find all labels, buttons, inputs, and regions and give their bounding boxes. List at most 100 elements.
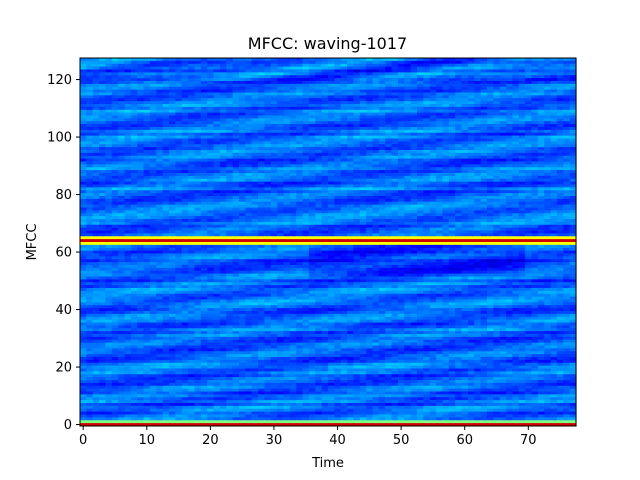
- heatmap-cell: [563, 83, 571, 88]
- heatmap-cell: [194, 181, 202, 185]
- heatmap-cell: [302, 178, 310, 183]
- heatmap-cell: [493, 201, 501, 206]
- heatmap-cell: [328, 158, 335, 162]
- heatmap-cell: [436, 204, 444, 208]
- heatmap-cell: [207, 81, 215, 85]
- heatmap-cell: [315, 78, 323, 82]
- heatmap-cell: [385, 161, 393, 165]
- heatmap-cell: [359, 224, 367, 229]
- heatmap-cell: [391, 213, 399, 217]
- heatmap-cell: [92, 178, 100, 183]
- heatmap-cell: [200, 104, 208, 108]
- heatmap-cell: [200, 201, 208, 206]
- heatmap-cell: [340, 196, 348, 200]
- heatmap-cell: [347, 98, 355, 102]
- heatmap-cell: [480, 221, 488, 226]
- heatmap-cell: [569, 124, 577, 128]
- heatmap-cell: [378, 167, 386, 171]
- heatmap-cell: [99, 193, 107, 197]
- heatmap-cell: [130, 60, 138, 65]
- heatmap-cell: [569, 181, 577, 185]
- heatmap-cell: [493, 124, 501, 128]
- heatmap-cell: [245, 213, 253, 217]
- heatmap-cell: [404, 124, 412, 128]
- heatmap-cell: [188, 150, 196, 154]
- heatmap-cell: [188, 167, 196, 171]
- heatmap-cell: [219, 78, 227, 82]
- heatmap-cell: [372, 118, 380, 122]
- heatmap-cell: [181, 92, 189, 96]
- heatmap-cell: [550, 181, 558, 185]
- heatmap-cell: [550, 170, 558, 174]
- heatmap-cell: [302, 173, 310, 177]
- heatmap-cell: [391, 58, 399, 62]
- heatmap-cell: [270, 127, 278, 131]
- heatmap-cell: [124, 127, 132, 131]
- heatmap-cell: [226, 221, 234, 226]
- heatmap-cell: [321, 227, 329, 231]
- heatmap-cell: [238, 58, 246, 62]
- heatmap-cell: [232, 210, 240, 214]
- heatmap-cell: [80, 216, 87, 220]
- heatmap-cell: [162, 175, 170, 180]
- heatmap-cell: [429, 236, 437, 240]
- heatmap-cell: [550, 81, 558, 85]
- heatmap-cell: [270, 196, 278, 200]
- heatmap-cell: [99, 144, 107, 148]
- heatmap-cell: [512, 109, 520, 114]
- heatmap-cell: [397, 83, 405, 88]
- heatmap-cell: [238, 201, 246, 206]
- heatmap-cell: [372, 198, 380, 203]
- heatmap-cell: [347, 112, 355, 116]
- heatmap-cell: [270, 204, 278, 208]
- heatmap-cell: [359, 204, 367, 208]
- heatmap-cell: [569, 112, 577, 116]
- heatmap-cell: [156, 207, 164, 211]
- heatmap-cell: [296, 155, 304, 160]
- heatmap-cell: [213, 101, 221, 105]
- heatmap-cell: [544, 187, 552, 191]
- heatmap-cell: [308, 138, 316, 142]
- heatmap-cell: [188, 95, 196, 99]
- heatmap-cell: [194, 178, 202, 183]
- heatmap-cell: [118, 196, 126, 200]
- heatmap-cell: [283, 127, 291, 131]
- heatmap-cell: [270, 129, 278, 134]
- heatmap-cell: [372, 132, 380, 137]
- heatmap-cell: [436, 181, 444, 185]
- heatmap-cell: [404, 210, 412, 214]
- heatmap-cell: [372, 129, 380, 134]
- heatmap-cell: [544, 112, 552, 116]
- heatmap-cell: [442, 109, 450, 114]
- heatmap-cell: [340, 112, 348, 116]
- heatmap-cell: [512, 129, 520, 134]
- heatmap-cell: [486, 118, 494, 122]
- heatmap-cell: [506, 95, 514, 99]
- heatmap-cell: [258, 184, 266, 188]
- heatmap-cell: [207, 63, 215, 68]
- heatmap-cell: [531, 216, 539, 220]
- heatmap-cell: [315, 106, 323, 111]
- heatmap-cell: [385, 135, 393, 139]
- heatmap-cell: [372, 161, 380, 165]
- heatmap-cell: [385, 164, 393, 168]
- heatmap-cell: [169, 78, 176, 82]
- heatmap-cell: [99, 219, 107, 223]
- heatmap-cell: [366, 112, 374, 116]
- heatmap-cell: [258, 239, 266, 243]
- heatmap-cell: [162, 236, 170, 240]
- heatmap-cell: [258, 66, 266, 70]
- heatmap-cell: [302, 141, 310, 145]
- heatmap-cell: [289, 63, 297, 68]
- heatmap-cell: [404, 138, 412, 142]
- heatmap-cell: [328, 101, 335, 105]
- heatmap-cell: [194, 89, 202, 93]
- heatmap-cell: [467, 112, 475, 116]
- heatmap-cell: [277, 106, 285, 111]
- heatmap-cell: [556, 158, 564, 162]
- heatmap-cell: [188, 161, 196, 165]
- heatmap-cell: [118, 178, 126, 183]
- heatmap-cell: [340, 75, 348, 79]
- heatmap-cell: [537, 210, 545, 214]
- heatmap-cell: [200, 58, 208, 62]
